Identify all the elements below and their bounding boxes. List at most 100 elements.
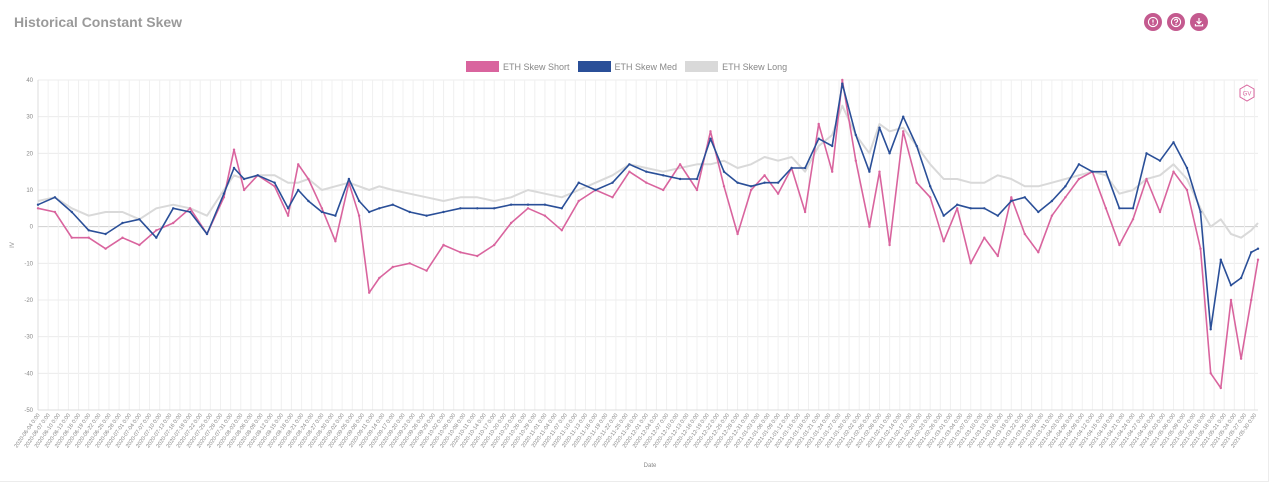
data-point-med bbox=[1118, 207, 1121, 210]
data-point-med bbox=[347, 177, 351, 181]
series-line-short bbox=[37, 79, 1259, 389]
data-point-med bbox=[368, 210, 371, 214]
data-point-med bbox=[736, 181, 739, 184]
info-button[interactable] bbox=[1144, 13, 1162, 31]
data-point-short bbox=[87, 236, 90, 239]
y-tick-label: 20 bbox=[26, 151, 33, 157]
logo-icon: GV bbox=[1239, 84, 1255, 102]
data-point-med bbox=[1064, 185, 1067, 188]
data-point-med bbox=[803, 166, 807, 170]
data-point-med bbox=[1077, 163, 1081, 166]
grid-lines bbox=[37, 79, 1258, 411]
data-point-med bbox=[493, 207, 496, 210]
data-point-short bbox=[709, 130, 712, 133]
data-point-med bbox=[442, 210, 445, 214]
data-point-short bbox=[378, 276, 381, 280]
data-point-med bbox=[357, 199, 361, 203]
data-point-med bbox=[888, 152, 891, 155]
data-point-short bbox=[1023, 232, 1026, 236]
data-point-short bbox=[391, 265, 394, 269]
data-point-med bbox=[222, 192, 226, 195]
download-button[interactable] bbox=[1190, 13, 1208, 31]
data-point-med bbox=[983, 207, 986, 210]
y-tick-label: 40 bbox=[26, 78, 33, 84]
data-point-med bbox=[476, 207, 479, 210]
data-point-short bbox=[1010, 196, 1013, 199]
data-point-short bbox=[1250, 298, 1253, 302]
data-point-short bbox=[368, 291, 371, 294]
data-point-med bbox=[138, 218, 141, 221]
legend-item-long[interactable]: ETH Skew Long bbox=[685, 61, 787, 72]
data-point-short bbox=[1199, 247, 1202, 250]
data-point-med bbox=[1209, 328, 1212, 331]
data-point-med bbox=[1023, 196, 1026, 199]
data-point-med bbox=[868, 170, 871, 173]
data-point-short bbox=[678, 163, 682, 166]
data-point-med bbox=[256, 174, 259, 177]
data-point-med bbox=[878, 126, 881, 129]
data-point-med bbox=[831, 144, 834, 148]
data-point-med bbox=[1037, 210, 1040, 214]
data-point-short bbox=[104, 247, 107, 250]
data-point-med bbox=[286, 207, 290, 210]
data-point-short bbox=[854, 159, 857, 162]
legend-item-med[interactable]: ETH Skew Med bbox=[577, 61, 678, 72]
data-point-med bbox=[297, 188, 300, 192]
data-point-med bbox=[1091, 170, 1094, 173]
data-point-med bbox=[1158, 159, 1162, 162]
data-point-short bbox=[915, 181, 918, 184]
data-point-short bbox=[983, 236, 986, 239]
data-point-short bbox=[121, 236, 124, 239]
data-point-med bbox=[854, 133, 857, 137]
data-point-med bbox=[459, 207, 462, 210]
data-point-med bbox=[121, 221, 124, 225]
data-point-med bbox=[104, 232, 107, 236]
download-icon bbox=[1194, 18, 1204, 27]
legend-label-long: ETH Skew Long bbox=[722, 61, 788, 72]
series-line-long bbox=[37, 104, 1259, 239]
data-point-short bbox=[662, 188, 665, 192]
data-point-short bbox=[408, 262, 411, 265]
data-point-med bbox=[790, 166, 793, 170]
legend-label-short: ETH Skew Short bbox=[503, 61, 570, 72]
data-point-med bbox=[1104, 170, 1108, 173]
legend-swatch-long bbox=[685, 61, 719, 72]
data-point-short bbox=[1050, 214, 1054, 217]
data-point-short bbox=[172, 221, 175, 225]
data-point-med bbox=[307, 199, 310, 203]
data-point-short bbox=[459, 251, 462, 254]
svg-text:GV: GV bbox=[1243, 92, 1252, 98]
data-point-short bbox=[969, 262, 972, 265]
data-point-med bbox=[969, 207, 972, 210]
data-point-med bbox=[320, 210, 324, 214]
series-lines bbox=[36, 78, 1260, 390]
data-point-short bbox=[526, 207, 530, 210]
data-point-med bbox=[526, 203, 530, 206]
y-tick-label: -30 bbox=[24, 335, 33, 341]
help-button[interactable] bbox=[1167, 13, 1185, 31]
data-point-med bbox=[1219, 258, 1223, 261]
data-point-med bbox=[155, 236, 158, 239]
legend-item-short[interactable]: ETH Skew Short bbox=[466, 61, 570, 72]
chart-toolbar bbox=[1144, 13, 1208, 31]
data-point-med bbox=[996, 214, 999, 217]
data-point-short bbox=[36, 207, 40, 210]
data-point-short bbox=[888, 243, 891, 247]
legend-label-med: ETH Skew Med bbox=[614, 61, 678, 72]
data-point-short bbox=[1037, 251, 1040, 254]
data-point-short bbox=[1185, 188, 1189, 192]
data-point-med bbox=[188, 210, 192, 214]
y-tick-label: -10 bbox=[24, 261, 33, 267]
y-axis-label: IV bbox=[10, 242, 16, 248]
data-point-med bbox=[628, 163, 631, 166]
data-point-med bbox=[242, 177, 246, 181]
data-point-short bbox=[53, 210, 57, 214]
y-tick-label: 30 bbox=[26, 115, 33, 121]
data-point-short bbox=[357, 214, 361, 217]
data-point-med bbox=[577, 181, 580, 184]
data-point-med bbox=[560, 207, 563, 210]
data-point-short bbox=[155, 229, 158, 232]
data-point-med bbox=[942, 214, 945, 217]
